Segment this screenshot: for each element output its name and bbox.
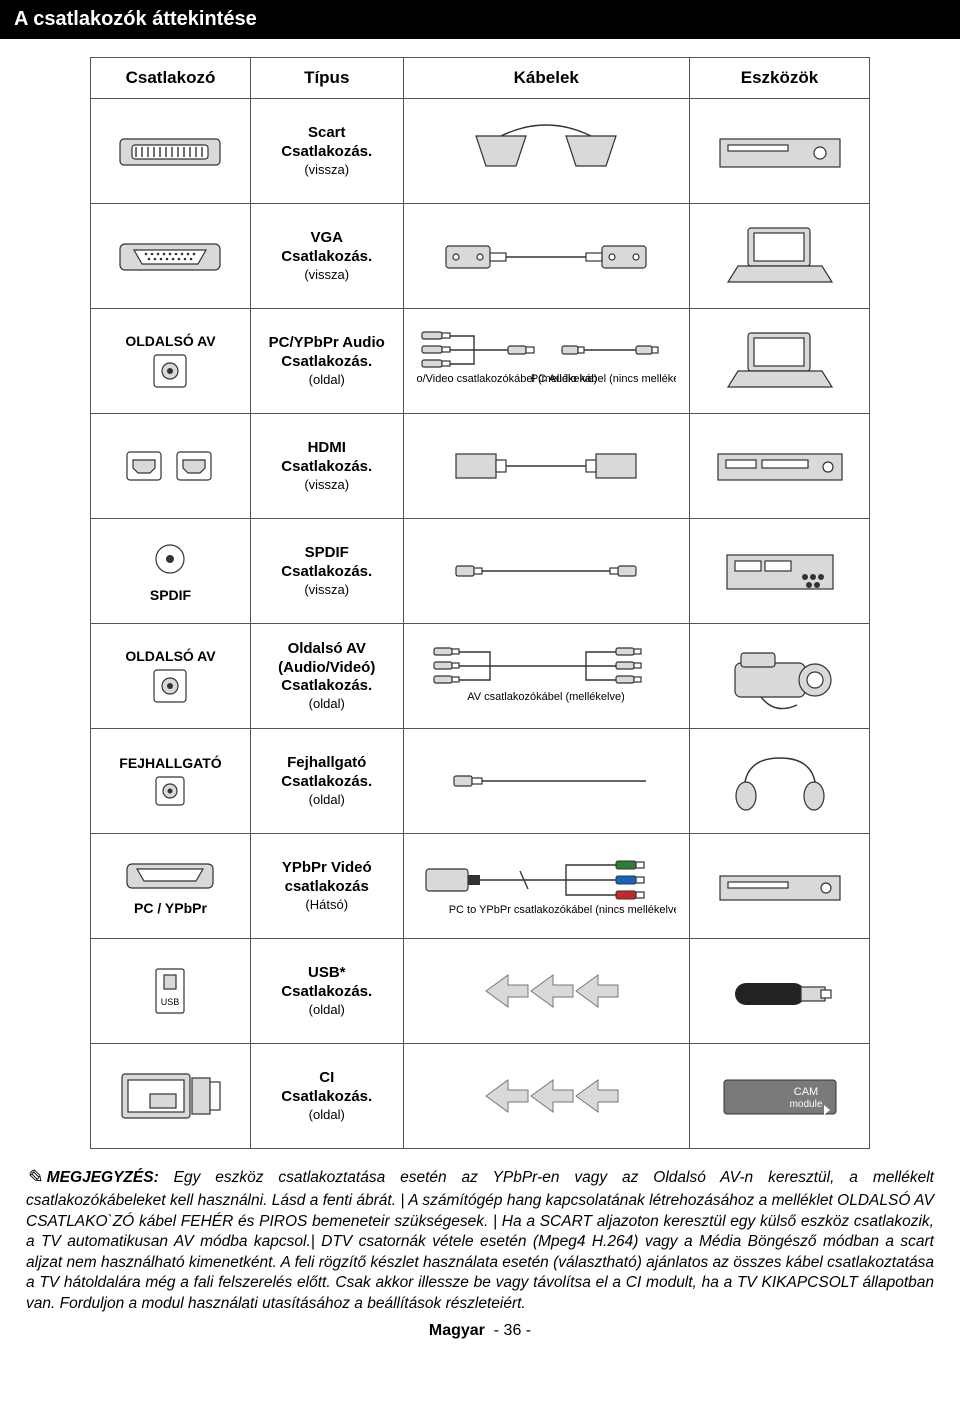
- connector-label: PC / YPbPr: [97, 900, 244, 916]
- type-name: CI: [257, 1069, 397, 1088]
- table-row: OLDALSÓ AV Oldalsó AV (Audio/Videó) Csat…: [91, 624, 870, 729]
- dvd-device-icon: [710, 121, 850, 181]
- connector-label: OLDALSÓ AV: [97, 648, 244, 664]
- headphones-device-icon: [720, 746, 840, 816]
- page-body: Csatlakozó Típus Kábelek Eszközök Scart …: [0, 39, 960, 1350]
- type-name: YPbPr Videó csatlakozás: [257, 859, 397, 897]
- laptop-device-icon: [720, 220, 840, 292]
- type-pos: (Hátsó): [257, 897, 397, 913]
- table-row: USB USB* Csatlakozás. (oldal): [91, 939, 870, 1044]
- cam-module-device-icon: CAM module: [710, 1068, 850, 1124]
- connector-label: SPDIF: [97, 587, 244, 603]
- ci-slot-icon: [110, 1064, 230, 1128]
- col-type: Típus: [250, 58, 403, 99]
- table-header-row: Csatlakozó Típus Kábelek Eszközök: [91, 58, 870, 99]
- footer-page-number: - 36 -: [494, 1322, 531, 1339]
- type-conn: Csatlakozás.: [257, 143, 397, 162]
- laptop-device-icon: [720, 325, 840, 397]
- type-conn: Csatlakozás.: [257, 563, 397, 582]
- type-pos: (oldal): [257, 792, 397, 808]
- pencil-icon: ✎: [24, 1164, 45, 1193]
- type-pos: (vissza): [257, 162, 397, 178]
- type-name: PC/YPbPr Audio: [257, 334, 397, 353]
- type-name: HDMI: [257, 439, 397, 458]
- type-conn: Csatlakozás.: [257, 983, 397, 1002]
- type-name: Fejhallgató: [257, 754, 397, 773]
- svg-text:CAM: CAM: [793, 1086, 817, 1098]
- arrows-icon: [446, 1071, 646, 1121]
- table-row: Scart Csatlakozás. (vissza): [91, 99, 870, 204]
- amplifier-device-icon: [715, 541, 845, 601]
- usb-connector-icon: USB: [142, 963, 198, 1019]
- type-label: Scart Csatlakozás. (vissza): [257, 124, 397, 178]
- col-devices: Eszközök: [690, 58, 870, 99]
- type-conn: Csatlakozás.: [257, 353, 397, 372]
- type-pos: (oldal): [257, 1107, 397, 1123]
- vga-cable-icon: [426, 226, 666, 286]
- note-body: Egy eszköz csatlakoztatása esetén az YPb…: [26, 1169, 934, 1312]
- cable-caption-b: PC Audio kábel (nincs mellékelve): [531, 373, 676, 385]
- table-row: OLDALSÓ AV PC/YPbPr Audio Csatlakozás. (…: [91, 309, 870, 414]
- av-cable-icon: AV csatlakozókábel (mellékelve): [426, 642, 666, 710]
- dvd-device-icon: [710, 860, 850, 912]
- audio-cable-icon: Oldalsó Audio/Video csatlakozókábel (mel…: [416, 324, 676, 398]
- hdmi-connector-icon: [115, 444, 225, 488]
- svg-text:module: module: [789, 1099, 822, 1110]
- receiver-device-icon: [710, 440, 850, 492]
- type-pos: (oldal): [257, 1002, 397, 1018]
- table-row: PC / YPbPr YPbPr Videó csatlakozás (Háts…: [91, 834, 870, 939]
- cable-caption-a: AV csatlakozókábel (mellékelve): [467, 691, 625, 703]
- type-name: Scart: [257, 124, 397, 143]
- type-name: VGA: [257, 229, 397, 248]
- type-conn: Csatlakozás.: [257, 677, 397, 696]
- type-conn: Csatlakozás.: [257, 773, 397, 792]
- type-pos: (oldal): [257, 372, 397, 388]
- hdmi-cable-icon: [436, 438, 656, 494]
- table-row: CI Csatlakozás. (oldal) CAM module: [91, 1044, 870, 1149]
- table-row: FEJHALLGATÓ Fejhallgató Csatlakozás. (ol…: [91, 729, 870, 834]
- note-paragraph: ✎MEGJEGYZÉS: Egy eszköz csatlakoztatása …: [24, 1161, 936, 1314]
- type-name: SPDIF: [257, 544, 397, 563]
- section-header: A csatlakozók áttekintése: [0, 0, 960, 39]
- table-row: VGA Csatlakozás. (vissza): [91, 204, 870, 309]
- usb-port-label: USB: [161, 997, 180, 1007]
- note-lead: MEGJEGYZÉS:: [47, 1169, 159, 1186]
- usb-stick-device-icon: [715, 963, 845, 1019]
- page-footer: Magyar - 36 -: [24, 1322, 936, 1340]
- table-row: HDMI Csatlakozás. (vissza): [91, 414, 870, 519]
- type-pos: (vissza): [257, 267, 397, 283]
- vga-connector-icon: [110, 232, 230, 280]
- arrows-icon: [446, 966, 646, 1016]
- type-pos: (vissza): [257, 582, 397, 598]
- spdif-connector-icon: [143, 539, 197, 583]
- type-pos: (vissza): [257, 477, 397, 493]
- type-conn: Csatlakozás.: [257, 248, 397, 267]
- type-pos: (oldal): [257, 696, 397, 712]
- col-connector: Csatlakozó: [91, 58, 251, 99]
- connectors-table: Csatlakozó Típus Kábelek Eszközök Scart …: [90, 57, 870, 1149]
- type-name: USB*: [257, 964, 397, 983]
- vga-connector-icon: [115, 856, 225, 896]
- camcorder-device-icon: [715, 639, 845, 713]
- headphone-connector-icon: [146, 771, 194, 811]
- type-conn: Csatlakozás.: [257, 1088, 397, 1107]
- cable-caption-a: PC to YPbPr csatlakozókábel (nincs mellé…: [449, 904, 676, 916]
- side-av-connector-icon: [146, 664, 194, 708]
- scart-cable-icon: [446, 116, 646, 186]
- headphone-cable-icon: [436, 761, 656, 801]
- col-cables: Kábelek: [403, 58, 689, 99]
- table-row: SPDIF SPDIF Csatlakozás. (vissza): [91, 519, 870, 624]
- type-conn: Csatlakozás.: [257, 458, 397, 477]
- side-av-connector-icon: [146, 349, 194, 393]
- connector-label: OLDALSÓ AV: [97, 333, 244, 349]
- connector-label: FEJHALLGATÓ: [97, 755, 244, 771]
- scart-connector-icon: [110, 127, 230, 175]
- footer-language: Magyar: [429, 1322, 485, 1339]
- type-name: Oldalsó AV (Audio/Videó): [257, 640, 397, 678]
- ypbpr-cable-icon: PC to YPbPr csatlakozókábel (nincs mellé…: [416, 853, 676, 919]
- spdif-cable-icon: [436, 548, 656, 594]
